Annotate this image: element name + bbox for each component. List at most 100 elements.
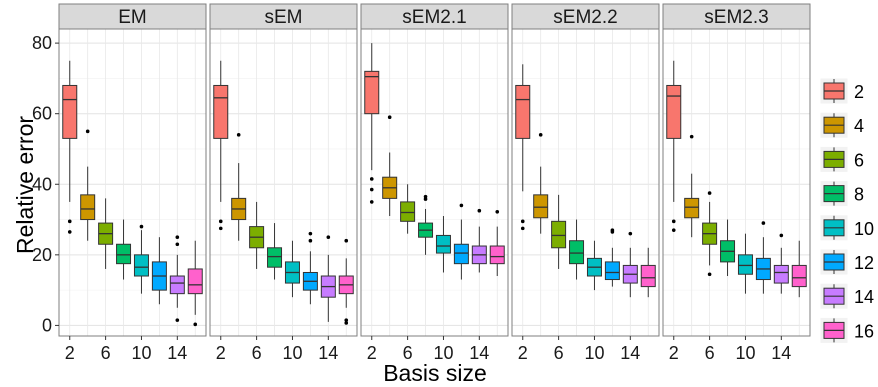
- box-sEM2.3-16: [791, 240, 807, 298]
- box-body: [773, 264, 789, 284]
- outlier-point: [689, 134, 694, 139]
- panel-strip-label: sEM: [265, 7, 303, 28]
- legend-label: 8: [854, 185, 864, 205]
- outlier-point: [67, 230, 72, 234]
- box-sEM-16: [338, 238, 354, 325]
- legend-item-14: 14: [819, 282, 874, 310]
- box-EM-16: [187, 240, 203, 327]
- box-sEM2.1-8: [418, 194, 434, 255]
- outlier-point: [193, 322, 198, 327]
- panel-sEM2.2: sEM2.2 2 6 10 14: [511, 3, 660, 363]
- outlier-point: [175, 242, 180, 247]
- panel-sEM: sEM 2 6 10 14: [209, 3, 358, 363]
- panel-border: [662, 28, 811, 337]
- x-tick-label: 6: [101, 343, 111, 363]
- panel-strip: [58, 3, 207, 30]
- legend-item-2: 2: [819, 77, 864, 105]
- box-sEM2.3-10: [737, 233, 753, 294]
- panel-background: [663, 29, 810, 336]
- legend-label: 4: [854, 116, 864, 136]
- box-sEM2.3-12: [755, 221, 771, 294]
- box-sEM-6: [249, 201, 265, 269]
- legend-item-8: 8: [819, 180, 864, 208]
- box-sEM2.3-6: [702, 191, 718, 277]
- legend-item-6: 6: [819, 145, 864, 173]
- panel-strip: [511, 3, 660, 30]
- x-tick-label: 10: [282, 343, 302, 363]
- box-body: [640, 264, 656, 288]
- outlier-point: [139, 224, 144, 229]
- box-body: [187, 268, 203, 295]
- outlier-point: [369, 200, 374, 204]
- panel-strip: [209, 3, 358, 30]
- outlier-point: [459, 203, 464, 208]
- legend-label: 6: [854, 150, 864, 170]
- box-sEM2.2-4: [533, 133, 549, 234]
- x-tick-label: 2: [216, 343, 226, 363]
- panel-border: [209, 28, 358, 337]
- box-EM-4: [80, 129, 96, 241]
- x-tick-label: 10: [735, 343, 755, 363]
- outlier-point: [344, 318, 349, 322]
- outlier-point: [175, 318, 180, 322]
- y-tick-label: 20: [32, 245, 52, 265]
- panel-border: [360, 28, 509, 337]
- y-tick-label: 40: [32, 174, 52, 194]
- outlier-point: [423, 194, 428, 199]
- x-tick-label: 6: [705, 343, 715, 363]
- box-body: [267, 247, 283, 268]
- outlier-point: [628, 231, 633, 236]
- box-sEM2.3-14: [773, 233, 789, 294]
- legend-label: 2: [854, 82, 864, 102]
- y-tick-label: 0: [42, 315, 52, 335]
- outlier-point: [308, 231, 313, 236]
- legend-item-10: 10: [819, 214, 874, 242]
- outlier-point: [671, 228, 676, 232]
- box-sEM2.2-14: [622, 231, 638, 298]
- x-tick-label: 14: [620, 343, 640, 363]
- box-body: [551, 220, 567, 249]
- box-body: [435, 234, 451, 254]
- outlier-point: [387, 115, 392, 120]
- box-sEM2.2-2: [515, 64, 531, 231]
- box-sEM-12: [302, 231, 318, 305]
- box-body: [737, 254, 753, 275]
- outlier-point: [538, 133, 543, 137]
- panel-border: [511, 28, 660, 337]
- outlier-point: [369, 177, 374, 181]
- box-body: [515, 84, 531, 139]
- box-sEM2.1-10: [435, 216, 451, 273]
- outlier-point: [218, 226, 223, 231]
- outlier-point: [236, 133, 241, 137]
- panel-strip-label: sEM2.1: [402, 7, 466, 28]
- box-sEM2.2-12: [604, 228, 620, 287]
- outlier-point: [423, 197, 428, 201]
- box-body: [62, 84, 78, 139]
- box-body: [80, 194, 96, 221]
- x-tick-label: 2: [518, 343, 528, 363]
- box-sEM2.1-16: [489, 209, 505, 277]
- box-sEM2.3-8: [720, 219, 736, 277]
- box-EM-8: [116, 219, 132, 280]
- outlier-point: [326, 235, 331, 239]
- box-sEM2.2-8: [569, 219, 585, 280]
- box-sEM-2: [213, 60, 229, 231]
- x-axis-title: Basis size: [383, 360, 487, 386]
- outlier-point: [477, 208, 482, 213]
- box-body: [453, 243, 469, 265]
- x-tick-label: 14: [318, 343, 338, 363]
- y-axis: 0 20 40 60 80: [32, 33, 59, 335]
- outlier-point: [308, 238, 313, 243]
- x-tick-label: 2: [367, 343, 377, 363]
- box-EM-14: [169, 235, 185, 322]
- box-sEM2.2-10: [586, 240, 602, 291]
- outlier-point: [707, 191, 712, 195]
- x-tick-label: 6: [252, 343, 262, 363]
- panel-sEM2.1: sEM2.1 2 6 10 14: [360, 3, 509, 363]
- box-body: [169, 275, 185, 295]
- legend-label: 10: [854, 219, 874, 239]
- legend-item-4: 4: [819, 111, 864, 139]
- outlier-point: [67, 219, 72, 224]
- box-sEM2.1-12: [453, 203, 469, 280]
